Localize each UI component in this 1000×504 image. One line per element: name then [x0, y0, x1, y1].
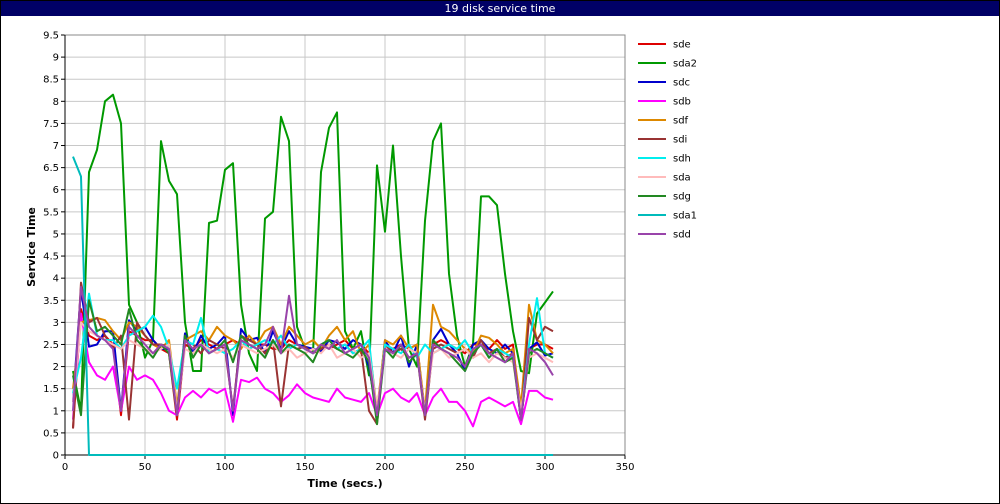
x-tick-label: 50	[139, 462, 152, 473]
x-tick-label: 0	[62, 462, 68, 473]
y-tick-label: 4.5	[43, 252, 59, 263]
y-tick-label: 5	[53, 229, 59, 240]
legend-label-sda2: sda2	[673, 59, 697, 70]
y-tick-label: 8.5	[43, 75, 59, 86]
y-tick-label: 5.5	[43, 207, 59, 218]
legend-label-sdc: sdc	[673, 78, 690, 89]
legend-label-sdb: sdb	[673, 97, 691, 108]
legend-label-sdf: sdf	[673, 116, 689, 127]
y-tick-label: 3	[53, 318, 59, 329]
legend-label-sdh: sdh	[673, 154, 691, 165]
y-tick-label: 9.5	[43, 31, 59, 42]
window-title: 19 disk service time	[1, 1, 999, 16]
x-axis-label: Time (secs.)	[307, 477, 382, 490]
series-line-sdb	[72, 312, 554, 428]
legend-label-sdg: sdg	[673, 192, 691, 203]
y-tick-label: 7	[53, 141, 59, 152]
chart-axes: 0 0.5 1 1.5 2 2.5 3 3.5 4 4.5 5 5.5 6 6.5 7 7.5 8 8.5 9 9.5…	[43, 31, 634, 474]
y-tick-label: 0.5	[43, 428, 59, 439]
legend-label-sda1: sda1	[673, 211, 697, 222]
chart-grid	[64, 34, 626, 456]
plot-area	[65, 35, 625, 455]
chart-legend: sde sda2 sdc sdb sdf sdi sdh sda sdg sda1 sdd	[638, 40, 697, 241]
legend-label-sde: sde	[673, 40, 691, 51]
series-line-sdg	[72, 299, 554, 426]
series-line-sda1	[72, 156, 553, 456]
x-tick-label: 300	[535, 462, 554, 473]
legend-label-sda: sda	[673, 173, 691, 184]
x-tick-label: 100	[215, 462, 234, 473]
y-tick-label: 2	[53, 362, 59, 373]
y-tick-label: 6	[53, 185, 59, 196]
y-tick-label: 8	[53, 97, 59, 108]
x-tick-label: 150	[295, 462, 314, 473]
series-line-sdd	[72, 286, 554, 421]
y-tick-label: 7.5	[43, 119, 59, 130]
y-tick-label: 9	[53, 53, 59, 64]
y-tick-label: 3.5	[43, 296, 59, 307]
x-tick-label: 350	[615, 462, 634, 473]
y-tick-label: 4	[53, 274, 59, 285]
y-tick-label: 2.5	[43, 340, 59, 351]
legend-label-sdi: sdi	[673, 135, 687, 146]
chart-series	[72, 93, 554, 456]
x-tick-label: 250	[455, 462, 474, 473]
legend-label-sdd: sdd	[673, 230, 691, 241]
y-axis-label: Service Time	[25, 207, 38, 287]
x-tick-label: 200	[375, 462, 394, 473]
y-tick-label: 1	[53, 406, 59, 417]
y-tick-label: 6.5	[43, 163, 59, 174]
y-tick-label: 0	[53, 451, 59, 462]
y-tick-label: 1.5	[43, 384, 59, 395]
